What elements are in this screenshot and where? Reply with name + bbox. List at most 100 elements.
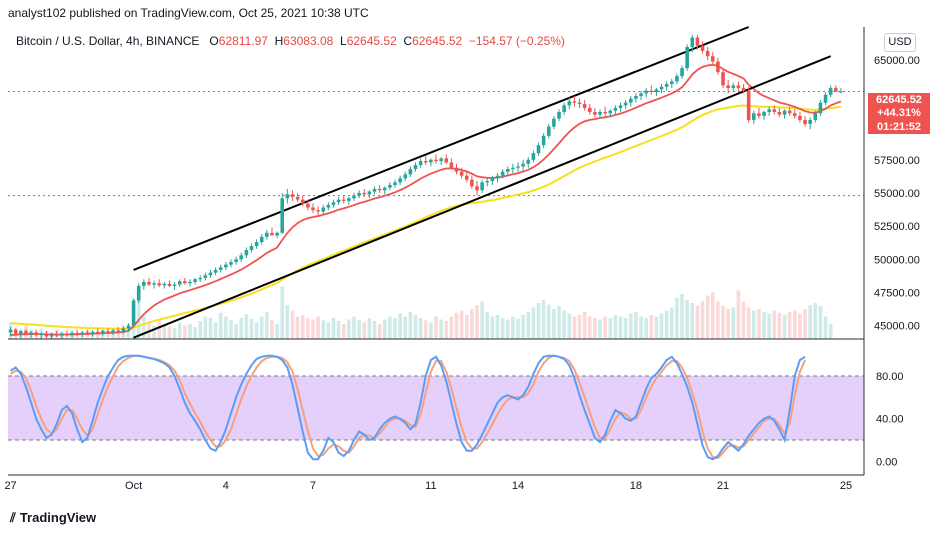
volume-bar: [567, 313, 572, 339]
candle-body: [731, 85, 736, 89]
symbol-title: Bitcoin / U.S. Dollar, 4h, BINANCE: [16, 34, 200, 48]
volume-bar: [634, 312, 638, 339]
volume-bar: [654, 316, 659, 339]
candle-body: [152, 283, 156, 285]
candle-body: [459, 171, 464, 176]
volume-bar: [777, 312, 782, 339]
candle-body: [136, 285, 141, 301]
volume-bar: [95, 333, 100, 339]
candle-body: [244, 250, 249, 256]
candle-body: [710, 56, 715, 62]
volume-bar: [669, 307, 674, 339]
volume-bar: [557, 306, 561, 339]
candle-body: [541, 135, 546, 146]
volume-bar: [480, 301, 484, 339]
candle-body: [254, 242, 259, 247]
candle-body: [101, 331, 105, 334]
chart-legend: Bitcoin / U.S. Dollar, 4h, BINANCE O6281…: [16, 34, 565, 48]
candle-body: [593, 111, 597, 115]
candle-body: [183, 281, 187, 284]
candle-body: [8, 329, 13, 333]
candle-body: [608, 110, 613, 114]
volume-bar: [341, 324, 346, 339]
volume-bar: [613, 315, 618, 339]
candle-body: [587, 107, 592, 112]
candle-body: [808, 119, 812, 124]
volume-bar: [229, 320, 233, 339]
volume-bar: [793, 310, 797, 339]
candle-body: [111, 330, 115, 333]
candle-body: [470, 179, 474, 187]
candle-body: [239, 255, 244, 260]
candle-body: [603, 111, 607, 114]
candle-body: [644, 90, 648, 94]
volume-bar: [213, 322, 218, 339]
candle-body: [54, 334, 59, 336]
volume-bar: [772, 310, 777, 339]
volume-bar: [357, 320, 361, 339]
time-tick-label: 27: [4, 480, 16, 492]
candle-body: [70, 333, 74, 336]
footer-brand[interactable]: ⫽ TradingView: [10, 510, 96, 526]
volume-bar: [546, 304, 551, 339]
volume-bar: [757, 309, 761, 339]
candle-body: [757, 113, 761, 116]
candle-body: [434, 159, 438, 162]
candle-body: [198, 277, 203, 280]
volume-bar: [746, 307, 751, 339]
candle-body: [336, 199, 341, 203]
candle-body: [352, 195, 356, 199]
volume-bar: [393, 318, 397, 339]
volume-bar: [726, 309, 730, 339]
candle-body: [500, 171, 505, 176]
volume-bar: [347, 319, 351, 339]
candle-body: [290, 194, 295, 197]
volume-bar: [500, 318, 505, 339]
volume-bar: [270, 320, 274, 339]
volume-bar: [382, 319, 387, 339]
volume-bar: [828, 324, 833, 339]
volume-bar: [464, 315, 469, 339]
candle-body: [685, 46, 689, 69]
volume-bar: [239, 318, 244, 339]
volume-bar: [587, 316, 592, 339]
published-by-line: analyst102 published on TradingView.com,…: [8, 6, 369, 20]
time-tick-label: Oct: [125, 480, 142, 492]
volume-bar: [316, 316, 320, 339]
candle-body: [475, 186, 479, 191]
candle-body: [167, 283, 172, 286]
last-price-tag: 62645.52: [868, 93, 930, 107]
candle-body: [557, 111, 561, 119]
candle-body: [736, 85, 741, 89]
volume-bar: [695, 306, 700, 339]
candle-body: [80, 332, 85, 335]
volume-bar: [598, 319, 602, 339]
volume-bar: [731, 307, 736, 339]
price-tick-label: 55000.00: [874, 188, 920, 200]
volume-bar: [808, 305, 812, 339]
high-value: 63083.08: [283, 34, 334, 48]
candle-body: [265, 232, 269, 237]
volume-bar: [398, 313, 402, 339]
volume-bar: [136, 294, 141, 339]
close-label: C: [403, 34, 413, 48]
candle-body: [716, 61, 720, 73]
volume-bar: [475, 305, 479, 339]
volume-bar: [639, 316, 643, 339]
volume-bar: [311, 319, 315, 339]
candle-body: [382, 187, 387, 191]
volume-bar: [106, 332, 110, 339]
volume-bar: [295, 316, 300, 339]
volume-bar: [198, 321, 203, 339]
volume-bar: [193, 327, 197, 339]
volume-bar: [336, 321, 341, 339]
volume-bar: [628, 313, 633, 339]
volume-bar: [423, 320, 428, 339]
volume-bar: [721, 306, 725, 339]
candle-body: [398, 178, 402, 183]
currency-button[interactable]: USD: [884, 33, 916, 52]
volume-bar: [531, 307, 536, 339]
volume-bar: [787, 312, 792, 339]
candle-body: [341, 199, 346, 201]
